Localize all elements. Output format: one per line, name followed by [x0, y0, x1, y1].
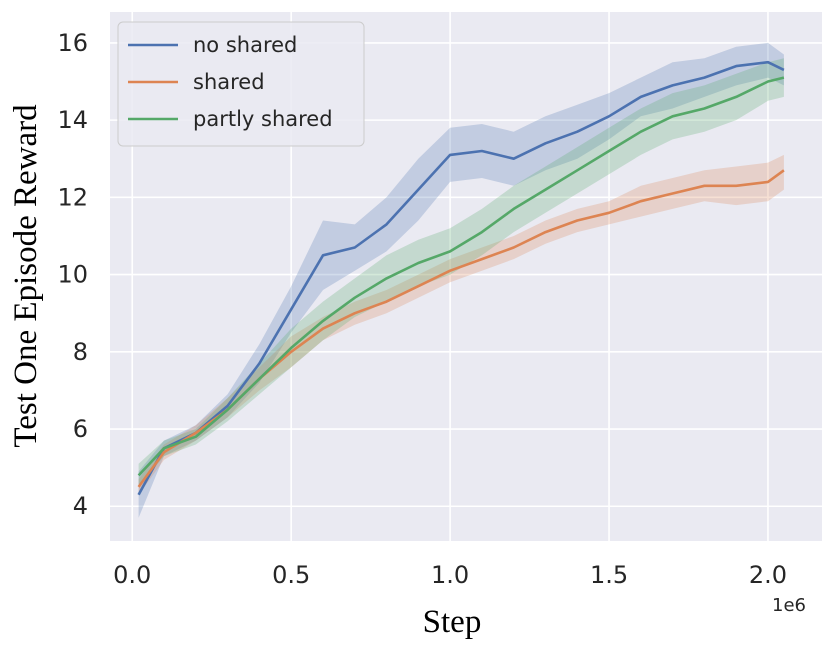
confidence-bands: [138, 42, 784, 518]
y-tick-labels: 4 6 8 10 12 14 16: [57, 29, 88, 520]
x-offset-label: 1e6: [772, 595, 806, 616]
partly-shared-line: [137, 76, 785, 477]
x-tick-label: 1.5: [590, 561, 628, 589]
x-tick-label: 2.0: [749, 561, 787, 589]
partly-shared-band: [138, 58, 784, 487]
y-tick-label: 10: [57, 261, 88, 289]
no-shared-legend-label: no shared: [193, 33, 297, 57]
legend-box: [117, 21, 365, 147]
x-tick-labels: 0.0 0.5 1.0 1.5 2.0: [113, 561, 787, 589]
y-tick-label: 4: [73, 492, 88, 520]
y-tick-label: 12: [57, 183, 88, 211]
series-lines: [137, 60, 785, 496]
x-tick-label: 1.0: [431, 561, 469, 589]
no-shared-line: [137, 60, 785, 496]
x-tick-label: 0.5: [272, 561, 310, 589]
legend: no shared shared partly shared: [117, 21, 365, 147]
shared-legend-label: shared: [193, 70, 265, 94]
no-shared-band: [138, 42, 784, 518]
y-tick-label: 16: [57, 29, 88, 57]
y-tick-label: 8: [73, 338, 88, 366]
shared-band: [138, 154, 784, 495]
x-axis-label: Step: [423, 604, 482, 640]
x-tick-label: 0.0: [113, 561, 151, 589]
grid: [110, 12, 822, 541]
partly-shared-legend-label: partly shared: [193, 107, 333, 131]
y-tick-label: 14: [57, 106, 88, 134]
y-axis-label: Test One Episode Reward: [8, 104, 44, 448]
y-tick-label: 6: [73, 415, 88, 443]
